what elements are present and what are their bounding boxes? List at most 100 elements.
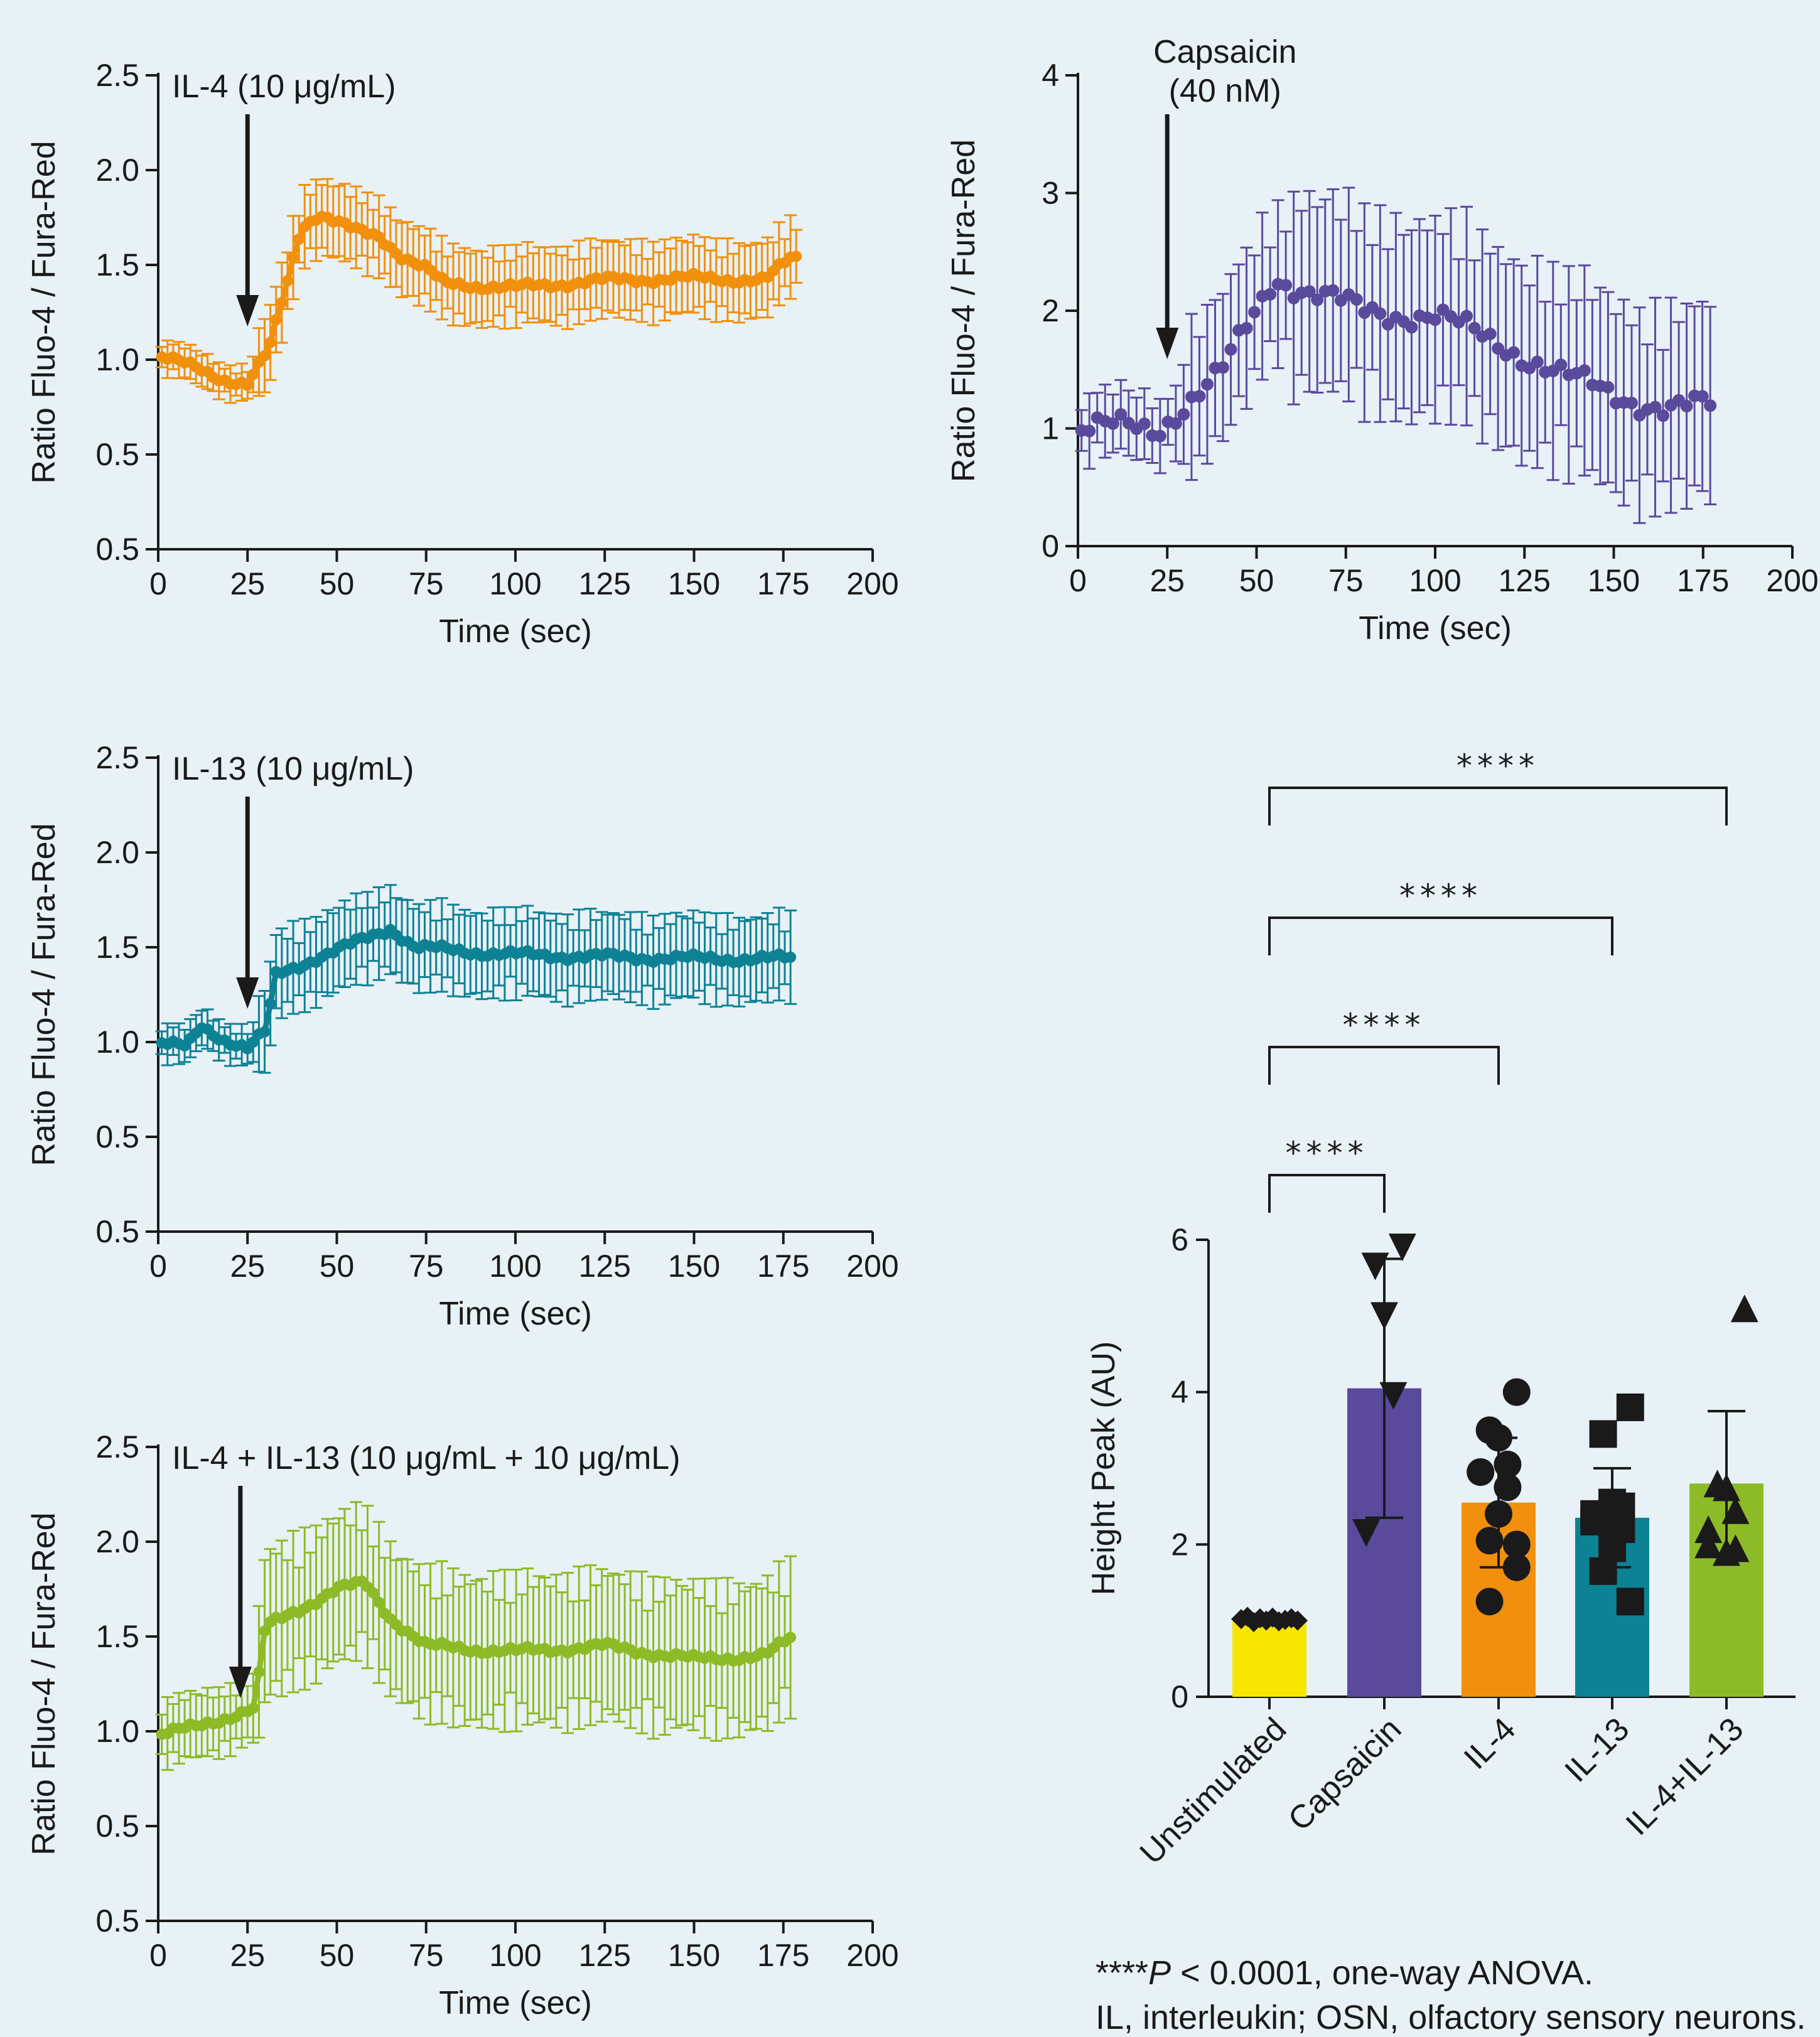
significance-stars: **** bbox=[1286, 1135, 1369, 1171]
data-point bbox=[1616, 1588, 1644, 1616]
y-axis-title: Ratio Fluo-4 / Fura-Red bbox=[26, 823, 62, 1166]
stimulus-label: Capsaicin bbox=[1153, 34, 1296, 70]
x-tick-label: 50 bbox=[320, 1249, 355, 1284]
y-tick-label: 2.0 bbox=[95, 153, 139, 188]
data-point bbox=[247, 1702, 259, 1714]
x-tick-label: 0 bbox=[149, 1938, 167, 1973]
y-axis-title: Ratio Fluo-4 / Fura-Red bbox=[945, 139, 982, 482]
category-label: Capsaicin bbox=[1281, 1711, 1408, 1837]
data-point bbox=[1361, 1252, 1389, 1281]
x-tick-label: 100 bbox=[489, 1938, 541, 1973]
data-point bbox=[1311, 293, 1324, 306]
y-tick-label: 2 bbox=[1042, 293, 1059, 328]
x-tick-label: 125 bbox=[579, 1249, 631, 1284]
data-point bbox=[1460, 309, 1473, 323]
bar-unstimulated bbox=[1232, 1620, 1306, 1697]
data-point bbox=[1589, 1420, 1617, 1448]
data-point bbox=[1468, 321, 1481, 335]
footnote-p: P bbox=[1148, 1954, 1171, 1992]
y-tick-label: 2 bbox=[1171, 1527, 1188, 1562]
x-tick-label: 100 bbox=[489, 566, 541, 601]
y-axis-title: Height Peak (AU) bbox=[1085, 1341, 1122, 1596]
x-tick-label: 75 bbox=[409, 1938, 444, 1973]
data-point bbox=[1279, 279, 1293, 292]
x-tick-label: 125 bbox=[579, 1938, 631, 1973]
data-point bbox=[264, 997, 276, 1009]
x-tick-label: 100 bbox=[489, 1249, 541, 1284]
data-point bbox=[1721, 1496, 1750, 1524]
data-point bbox=[1502, 1378, 1531, 1406]
data-point bbox=[1240, 321, 1253, 335]
data-point bbox=[253, 1666, 265, 1678]
y-tick-label: 0.5 bbox=[95, 1809, 139, 1844]
data-point bbox=[293, 233, 305, 245]
data-point bbox=[1694, 1515, 1723, 1544]
data-point bbox=[1483, 327, 1497, 340]
data-point bbox=[276, 297, 288, 309]
data-point bbox=[1350, 293, 1363, 306]
x-tick-label: 0 bbox=[149, 566, 167, 601]
data-point bbox=[785, 1631, 797, 1643]
data-point bbox=[1224, 343, 1237, 356]
points-circle bbox=[1467, 1378, 1531, 1616]
x-axis-title: Time (sec) bbox=[439, 1296, 592, 1332]
chart-height-peak: 0 2 4 6 Height Peak (AU) UnstimulatedCapsaici… bbox=[1085, 748, 1796, 1871]
y-tick-label: 1 bbox=[1042, 411, 1059, 446]
footnote-abbreviations: IL, interleukin; OSN, olfactory sensory … bbox=[1096, 1999, 1806, 2036]
y-tick-label: 6 bbox=[1171, 1222, 1188, 1257]
x-tick-label: 125 bbox=[579, 566, 631, 601]
category-label: IL-4 bbox=[1457, 1711, 1522, 1776]
x-tick-label: 175 bbox=[757, 1938, 809, 1973]
stimulus-label: (40 nM) bbox=[1169, 73, 1281, 109]
y-tick-label: 1.5 bbox=[95, 1619, 139, 1654]
data-point bbox=[1602, 380, 1615, 394]
data-point bbox=[1200, 378, 1214, 391]
data-point bbox=[1485, 1500, 1512, 1528]
x-tick-label: 200 bbox=[846, 566, 898, 601]
data-point bbox=[259, 1026, 271, 1038]
data-point bbox=[1494, 1450, 1522, 1478]
significance-bracket bbox=[1268, 916, 1613, 955]
data-point bbox=[259, 1625, 271, 1637]
significance-stars: **** bbox=[1343, 1007, 1426, 1043]
data-points bbox=[156, 1575, 797, 1740]
data-point bbox=[790, 250, 802, 262]
y-tick-label: 0.5 bbox=[95, 1214, 139, 1249]
data-point bbox=[1153, 429, 1166, 443]
category-label: IL-13 bbox=[1558, 1711, 1637, 1789]
stimulus-arrow-head bbox=[1156, 328, 1179, 359]
data-point bbox=[247, 368, 259, 380]
data-point bbox=[1177, 408, 1190, 421]
x-tick-label: 0 bbox=[1069, 563, 1087, 598]
y-tick-label: 1.5 bbox=[95, 930, 139, 965]
significance-bracket bbox=[1268, 787, 1728, 825]
data-point bbox=[1388, 1233, 1416, 1262]
x-tick-label: 175 bbox=[1677, 563, 1729, 598]
data-point bbox=[1405, 321, 1418, 334]
data-point bbox=[247, 1036, 259, 1048]
y-tick-label: 0.5 bbox=[95, 1903, 139, 1938]
stimulus-label: IL-4 (10 μg/mL) bbox=[172, 68, 396, 105]
stimulus-arrow-head bbox=[236, 977, 259, 1009]
y-tick-label: 4 bbox=[1171, 1375, 1188, 1410]
y-tick-label: 0 bbox=[1171, 1679, 1188, 1714]
chart-capsaicin: 0 25 50 75 100 125 150 175 200 0 1 2 3 4 Time (sec) Rat… bbox=[945, 34, 1819, 647]
category-label: Unstimulated bbox=[1133, 1711, 1294, 1871]
x-tick-label: 150 bbox=[1588, 563, 1640, 598]
data-point bbox=[1704, 399, 1717, 412]
x-tick-label: 100 bbox=[1409, 563, 1461, 598]
data-points bbox=[1075, 277, 1717, 443]
footnote-anova: < 0.0001, one-way ANOVA. bbox=[1171, 1954, 1593, 1992]
stimulus-label: IL-4 + IL-13 (10 μg/mL + 10 μg/mL) bbox=[172, 1440, 681, 1476]
data-point bbox=[1475, 1588, 1504, 1616]
data-points bbox=[156, 210, 802, 391]
chart-il13: 0 25 50 75 100 125 150 175 200 0.5 0.5 1.0 1.5 2.0 2.5… bbox=[26, 740, 899, 1332]
points-triangle-down bbox=[1352, 1233, 1416, 1547]
data-point bbox=[1625, 396, 1638, 409]
data-point bbox=[1169, 417, 1182, 430]
y-tick-label: 2.5 bbox=[95, 1429, 139, 1465]
error-bars bbox=[1075, 186, 1717, 524]
x-tick-label: 175 bbox=[757, 566, 809, 601]
data-point bbox=[1694, 1530, 1723, 1559]
y-tick-label: 1.0 bbox=[95, 1714, 139, 1749]
